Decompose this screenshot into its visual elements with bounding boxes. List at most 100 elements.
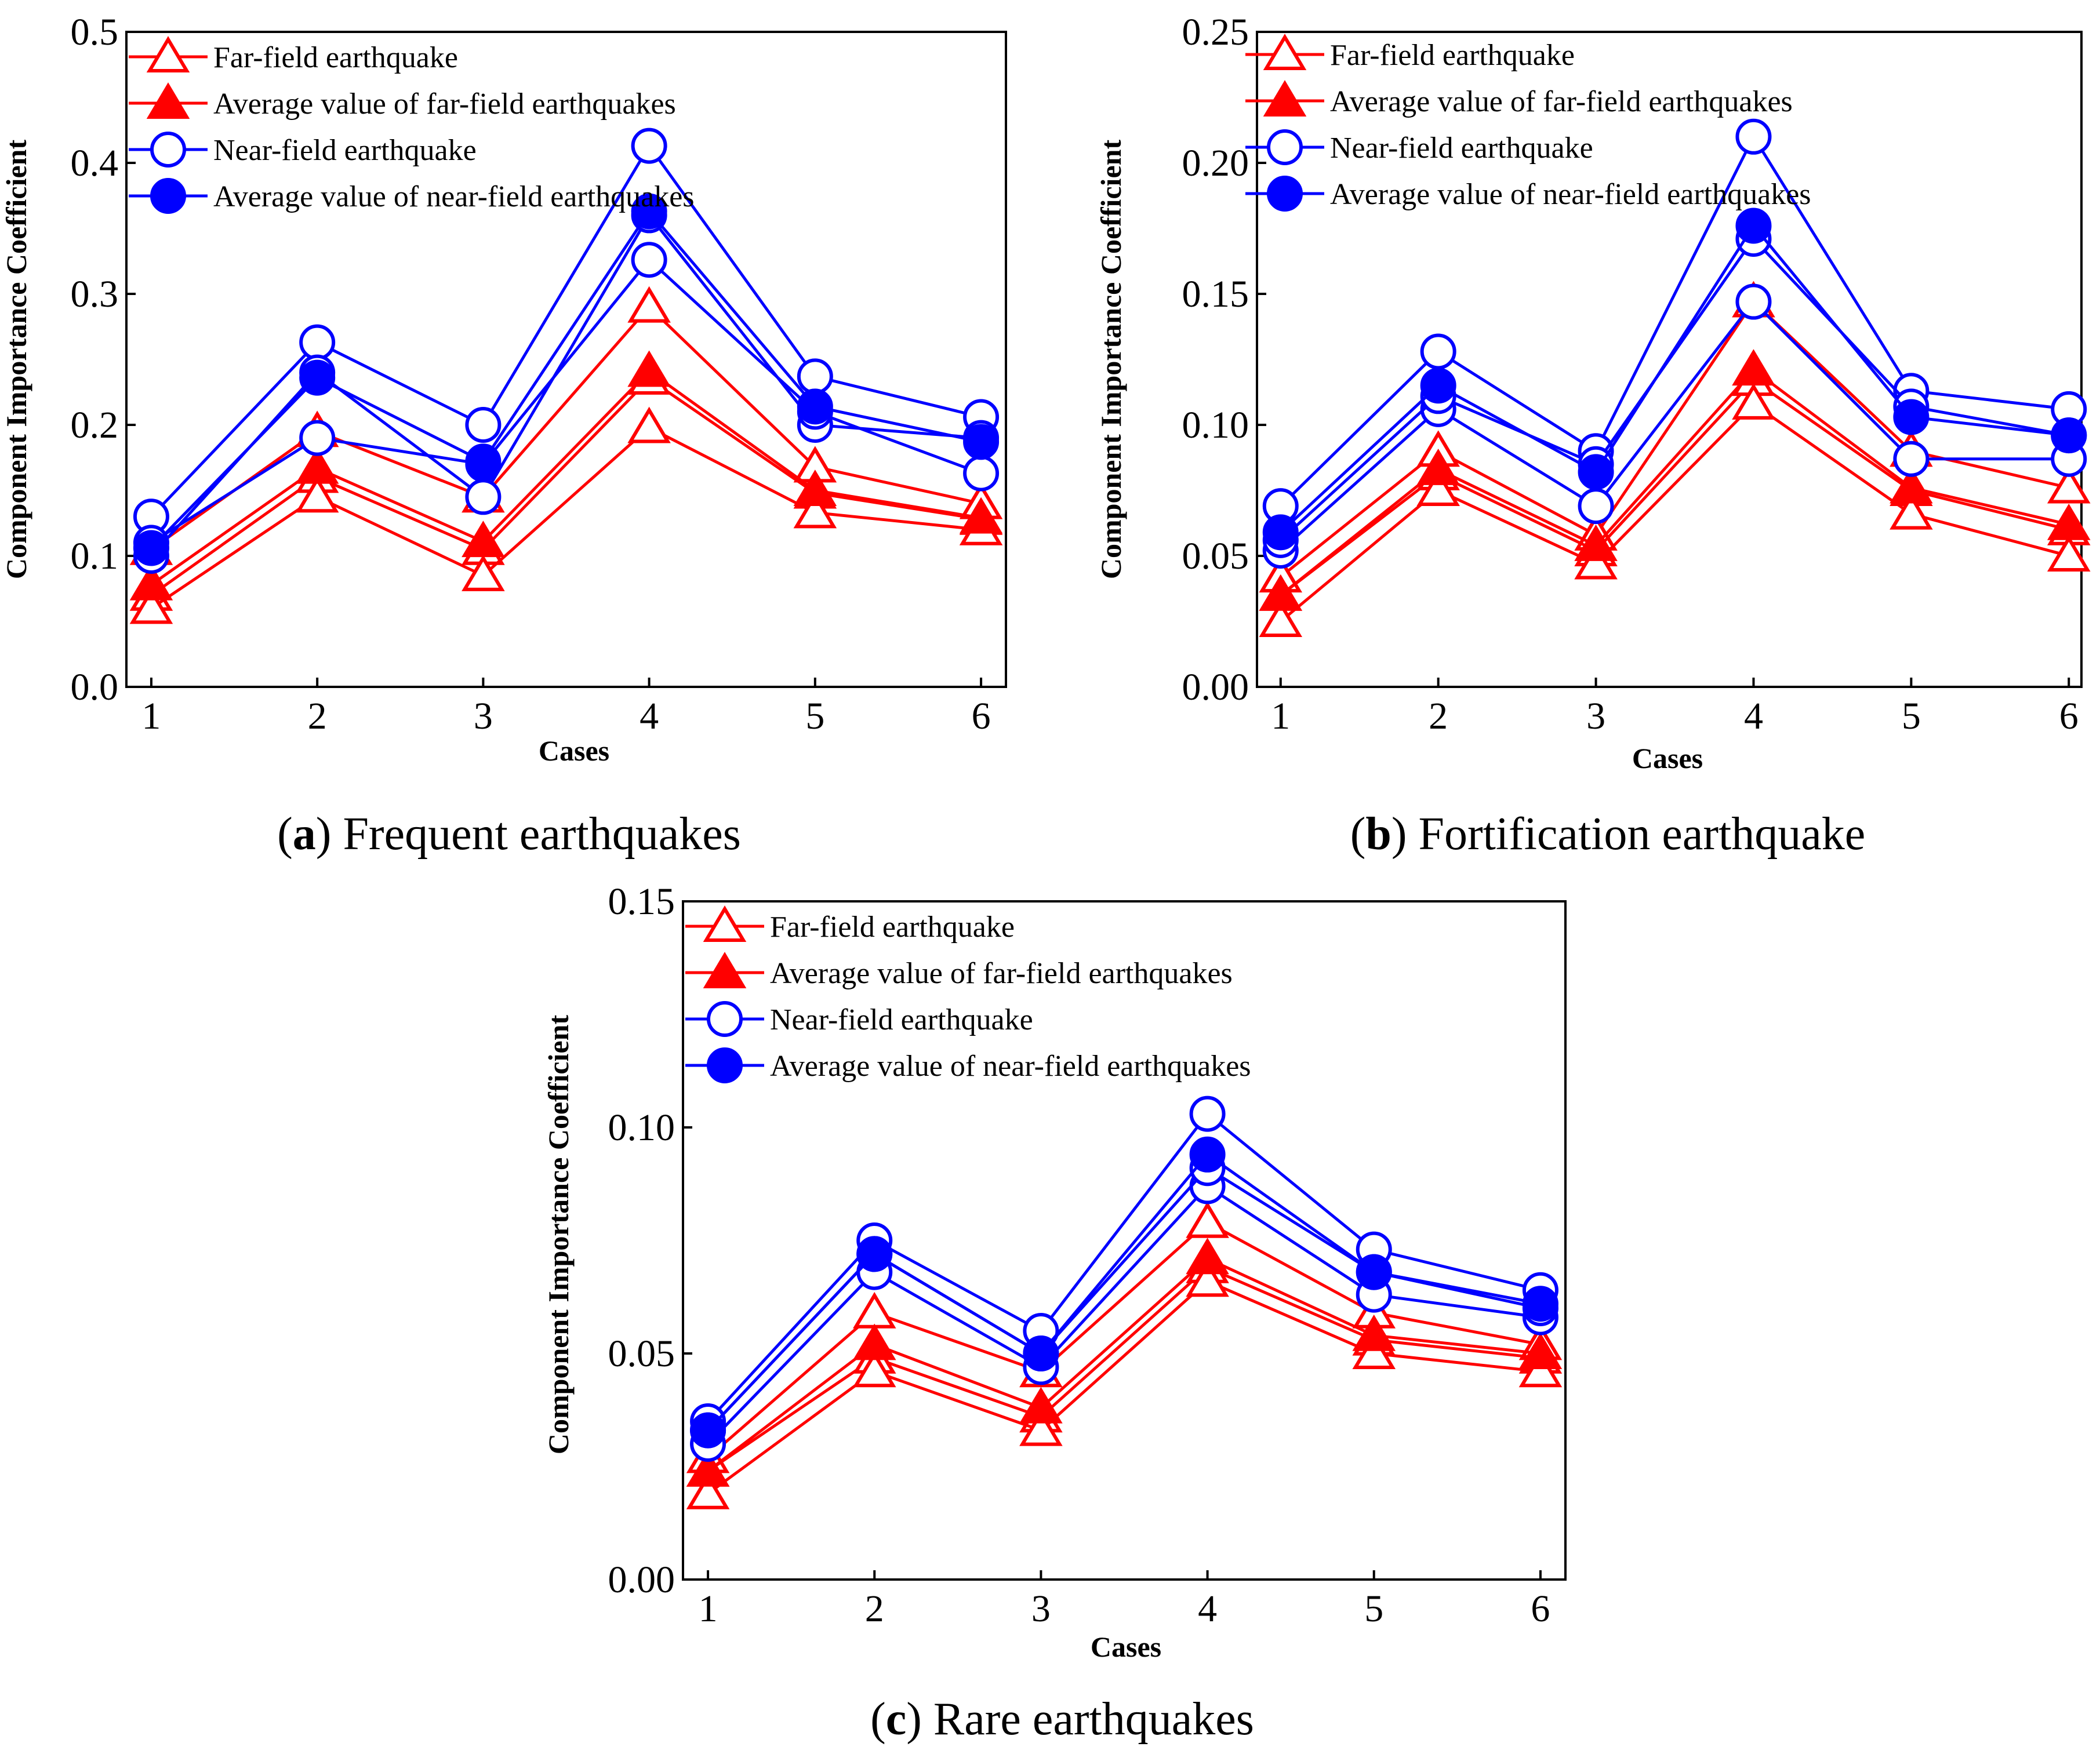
legend-label: Near-field earthquake (770, 1003, 1033, 1036)
data-point (686, 1450, 730, 1487)
y-tick-label: 0.3 (71, 273, 119, 315)
data-point (1518, 1351, 1563, 1388)
legend-marker (146, 82, 190, 119)
series-line (1280, 367, 2069, 596)
x-tick-label: 4 (1744, 695, 1763, 737)
data-point (1732, 349, 1775, 386)
x-tick-label: 3 (1031, 1588, 1051, 1630)
series-line (707, 1265, 1541, 1472)
series-line (150, 377, 982, 596)
series-average-value-of-far-field-earthquakes (686, 1238, 1563, 1487)
legend-label: Average value of near-field earthquakes (213, 180, 695, 213)
series-line (707, 1184, 1541, 1445)
y-tick-label: 0.05 (1182, 535, 1249, 577)
series-line (150, 212, 982, 557)
legend-label: Average value of far-field earthquakes (1330, 85, 1793, 118)
series-line (150, 209, 982, 550)
data-point (631, 242, 667, 278)
data-point (1890, 467, 1933, 504)
series-line (707, 1152, 1541, 1432)
data-point (797, 358, 833, 395)
legend-marker (1267, 129, 1303, 165)
legend-marker (150, 178, 186, 214)
y-axis-title: Component Importance Coefficient (1095, 140, 1127, 580)
panel-c-axes-frame (682, 900, 1567, 1581)
panel-c-caption: (c) Rare earthquakes (870, 1694, 1254, 1745)
data-point (1019, 1409, 1063, 1446)
data-point (1416, 448, 1460, 485)
series-line (707, 1279, 1541, 1495)
legend-label: Average value of near-field earthquakes (770, 1050, 1251, 1083)
series-line (707, 1257, 1541, 1472)
series-average-value-of-near-field-earthquakes (690, 1136, 1558, 1449)
data-point (797, 388, 833, 425)
panel-c-rare-earthquakes: (c) Rare earthquakes 0.00 0.05 0.10 0.15 1 2 3… (542, 880, 1567, 1745)
series-line (150, 257, 982, 544)
x-tick-label: 6 (972, 695, 991, 737)
data-point (1420, 333, 1456, 370)
y-tick-label: 0.10 (1182, 404, 1249, 446)
legend-label: Far-field earthquake (213, 41, 458, 74)
x-tick-label: 5 (805, 695, 824, 737)
x-tick-label: 4 (640, 695, 659, 737)
data-point (299, 420, 336, 456)
data-point (462, 521, 505, 558)
data-point (856, 1236, 893, 1272)
data-point (295, 476, 339, 513)
data-point (1574, 543, 1618, 580)
data-point (959, 497, 1003, 534)
data-point (133, 530, 169, 566)
data-point (2047, 467, 2091, 504)
y-tick-label: 0.10 (608, 1107, 675, 1149)
data-point (1735, 283, 1772, 320)
data-point (1023, 1335, 1059, 1371)
legend-marker (707, 1047, 743, 1083)
series-line (1280, 133, 2069, 507)
x-tick-label: 1 (141, 695, 161, 737)
data-point (793, 470, 837, 506)
x-tick-label: 2 (865, 1588, 884, 1630)
series-line (707, 1112, 1541, 1422)
legend-marker (1263, 80, 1307, 117)
data-point (1186, 1201, 1229, 1238)
data-point (1574, 525, 1618, 561)
x-tick-label: 1 (1271, 695, 1290, 737)
data-point (1262, 514, 1299, 551)
data-point (631, 193, 667, 230)
data-point (2047, 535, 2091, 572)
data-point (963, 455, 1000, 492)
data-point (129, 587, 173, 624)
panel-a-frequent-earthquakes: (a) Frequent earthquakes 0.0 0.1 0.2 0.3 0.4… (0, 11, 1007, 860)
data-point (1735, 118, 1772, 155)
data-point (852, 1323, 896, 1360)
series-average-value-of-far-field-earthquakes (1259, 349, 2091, 611)
series-line (150, 143, 982, 518)
panel-b-caption: (b) Fortification earthquake (1350, 809, 1866, 860)
data-point (1019, 1387, 1063, 1424)
legend-label: Average value of far-field earthquakes (213, 88, 676, 121)
legend-marker (150, 132, 186, 168)
x-tick-label: 2 (308, 695, 327, 737)
data-point (2047, 503, 2091, 540)
legend-marker (1267, 176, 1303, 212)
data-point (465, 479, 502, 515)
data-point (1186, 1260, 1229, 1297)
data-point (1186, 1238, 1229, 1275)
y-tick-label: 0.15 (608, 880, 675, 923)
data-point (1732, 383, 1775, 420)
series-line (707, 1220, 1541, 1459)
panel-a-axes-frame (125, 31, 1007, 688)
y-tick-label: 0.00 (1182, 666, 1249, 708)
x-tick-label: 5 (1364, 1588, 1383, 1630)
legend-label: Near-field earthquake (1330, 132, 1593, 165)
legend-label: Near-field earthquake (213, 134, 477, 167)
legend: Far-field earthquake Average value of far… (1245, 34, 1811, 212)
data-point (793, 492, 837, 529)
y-axis-title: Component Importance Coefficient (542, 1015, 575, 1455)
data-point (1352, 1314, 1396, 1351)
data-point (1522, 1286, 1558, 1322)
legend-label: Average value of far-field earthquakes (770, 957, 1233, 990)
series-average-value-of-far-field-earthquakes (129, 350, 1003, 601)
data-point (1352, 1333, 1396, 1369)
